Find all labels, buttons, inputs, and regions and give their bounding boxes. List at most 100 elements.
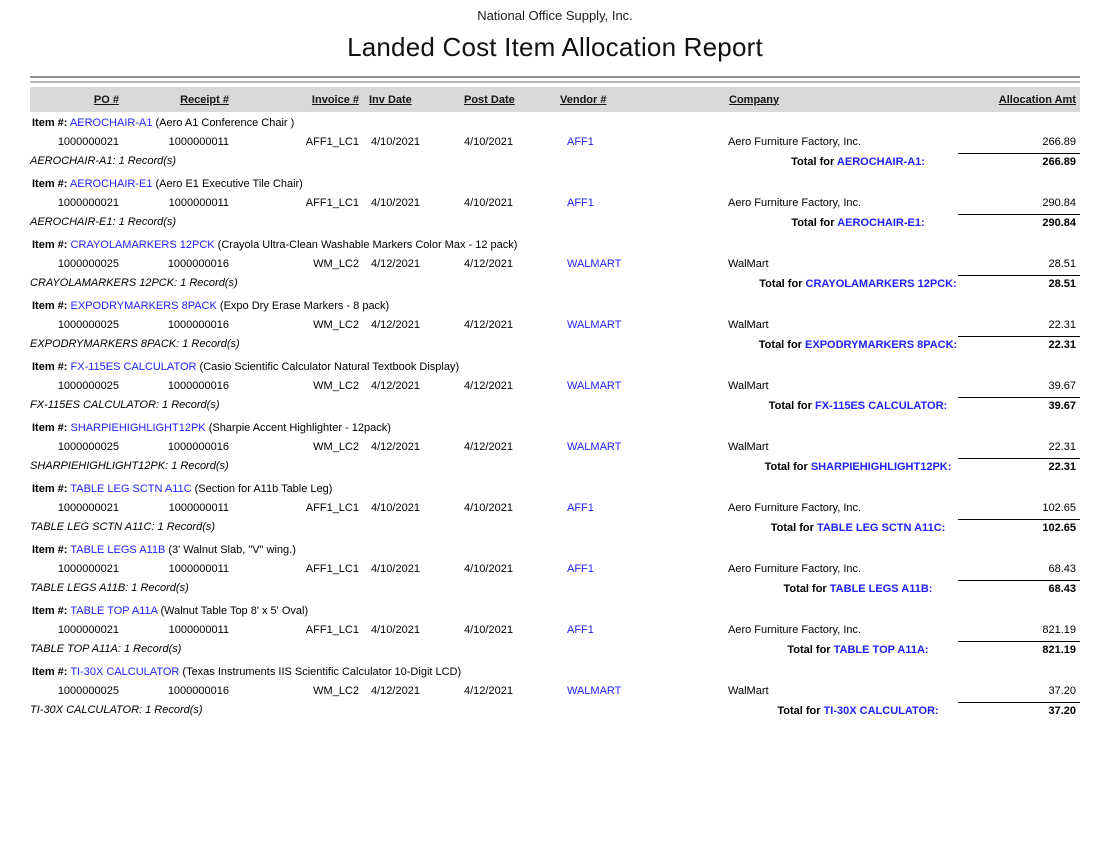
total-item-code-link[interactable]: AEROCHAIR-E1:: [837, 217, 925, 229]
allocation-row: 1000000021 1000000011 AFF1_LC1 4/10/2021…: [30, 558, 1080, 580]
receipt-number: 1000000016: [167, 380, 229, 392]
item-summary-row: CRAYOLAMARKERS 12PCK: 1 Record(s) Total …: [30, 275, 1080, 291]
total-amount: 102.65: [958, 519, 1080, 534]
company-cell: Aero Furniture Factory, Inc.: [728, 136, 862, 148]
item-description: (Casio Scientific Calculator Natural Tex…: [199, 361, 460, 373]
item-summary-row: TI-30X CALCULATOR: 1 Record(s) Total for…: [30, 702, 1080, 718]
table-header-row: PO # Receipt # Invoice # Inv Date Post D…: [30, 87, 1080, 112]
invoice-number: WM_LC2: [313, 380, 359, 392]
post-date: 4/10/2021: [464, 136, 513, 148]
total-item-code-link[interactable]: FX-115ES CALCULATOR:: [815, 400, 948, 412]
item-code-link[interactable]: TI-30X CALCULATOR: [70, 666, 180, 678]
item-code-link[interactable]: CRAYOLAMARKERS 12PCK: [70, 239, 215, 251]
item-group: Item #: AEROCHAIR-E1 (Aero E1 Executive …: [30, 173, 1080, 230]
total-item-code-link[interactable]: TABLE TOP A11A:: [833, 644, 929, 656]
item-code-link[interactable]: AEROCHAIR-E1: [69, 178, 153, 190]
receipt-number: 1000000011: [168, 197, 229, 209]
total-item-code-link[interactable]: AEROCHAIR-A1:: [836, 156, 925, 168]
item-summary-row: SHARPIEHIGHLIGHT12PK: 1 Record(s) Total …: [30, 458, 1080, 474]
item-header-line: Item #: SHARPIEHIGHLIGHT12PK (Sharpie Ac…: [30, 417, 1080, 436]
company-name: National Office Supply, Inc.: [477, 8, 633, 23]
inv-date: 4/12/2021: [371, 685, 420, 697]
vendor-code-link[interactable]: AFF1: [567, 197, 594, 209]
total-amount: 68.43: [958, 580, 1080, 595]
item-code-link[interactable]: TABLE TOP A11A: [70, 605, 158, 617]
item-header-line: Item #: CRAYOLAMARKERS 12PCK (Crayola Ul…: [30, 234, 1080, 253]
post-date: 4/10/2021: [464, 563, 513, 575]
item-number-label: Item #:: [32, 178, 68, 190]
record-count: SHARPIEHIGHLIGHT12PK: 1 Record(s): [30, 460, 229, 472]
item-number-label: Item #:: [32, 605, 68, 617]
item-description: (Expo Dry Erase Markers - 8 pack): [219, 300, 390, 312]
company-cell: WalMart: [728, 258, 769, 270]
item-group: Item #: TI-30X CALCULATOR (Texas Instrum…: [30, 661, 1080, 718]
item-summary-row: FX-115ES CALCULATOR: 1 Record(s) Total f…: [30, 397, 1080, 413]
item-code-link[interactable]: EXPODRYMARKERS 8PACK: [70, 300, 217, 312]
invoice-number: WM_LC2: [313, 258, 359, 270]
total-label: Total for TABLE TOP A11A:: [758, 641, 958, 657]
item-number-label: Item #:: [32, 361, 68, 373]
total-amount: 266.89: [958, 153, 1080, 168]
item-group: Item #: AEROCHAIR-A1 (Aero A1 Conference…: [30, 112, 1080, 169]
allocation-amount: 102.65: [1042, 502, 1076, 514]
inv-date: 4/12/2021: [371, 441, 420, 453]
inv-date: 4/10/2021: [371, 197, 420, 209]
total-item-code-link[interactable]: TI-30X CALCULATOR:: [823, 705, 939, 717]
item-description: (Aero E1 Executive Tile Chair): [155, 178, 303, 190]
company-cell: Aero Furniture Factory, Inc.: [728, 624, 862, 636]
po-number: 1000000021: [57, 624, 119, 636]
item-code-link[interactable]: FX-115ES CALCULATOR: [70, 361, 197, 373]
column-header-company: Company: [729, 93, 780, 106]
inv-date: 4/10/2021: [371, 624, 420, 636]
vendor-code-link[interactable]: AFF1: [567, 136, 594, 148]
item-code-link[interactable]: AEROCHAIR-A1: [69, 117, 153, 129]
allocation-amount: 37.20: [1048, 685, 1076, 697]
total-amount: 22.31: [958, 458, 1080, 473]
total-amount: 821.19: [958, 641, 1080, 656]
post-date: 4/12/2021: [464, 258, 513, 270]
po-number: 1000000025: [57, 685, 119, 697]
receipt-number: 1000000011: [168, 563, 229, 575]
item-header-line: Item #: EXPODRYMARKERS 8PACK (Expo Dry E…: [30, 295, 1080, 314]
total-for-label: Total for: [770, 522, 814, 534]
item-group: Item #: CRAYOLAMARKERS 12PCK (Crayola Ul…: [30, 234, 1080, 291]
vendor-code-link[interactable]: WALMART: [567, 441, 622, 453]
vendor-code-link[interactable]: AFF1: [567, 563, 594, 575]
vendor-code-link[interactable]: WALMART: [567, 685, 622, 697]
item-code-link[interactable]: TABLE LEG SCTN A11C: [70, 483, 192, 495]
total-for-label: Total for: [783, 583, 827, 595]
item-header-line: Item #: TABLE LEGS A11B (3' Walnut Slab,…: [30, 539, 1080, 558]
total-item-code-link[interactable]: TABLE LEGS A11B:: [829, 583, 933, 595]
item-summary-row: AEROCHAIR-E1: 1 Record(s) Total for AERO…: [30, 214, 1080, 230]
allocation-row: 1000000025 1000000016 WM_LC2 4/12/2021 4…: [30, 314, 1080, 336]
column-header-post-date: Post Date: [464, 93, 515, 106]
item-description: (Crayola Ultra-Clean Washable Markers Co…: [217, 239, 518, 251]
total-label: Total for AEROCHAIR-A1:: [758, 153, 958, 169]
receipt-number: 1000000016: [167, 258, 229, 270]
item-number-label: Item #:: [32, 422, 68, 434]
item-number-label: Item #:: [32, 117, 68, 129]
total-item-code-link[interactable]: TABLE LEG SCTN A11C:: [816, 522, 946, 534]
allocation-amount: 39.67: [1048, 380, 1076, 392]
item-code-link[interactable]: SHARPIEHIGHLIGHT12PK: [70, 422, 206, 434]
total-item-code-link[interactable]: SHARPIEHIGHLIGHT12PK:: [810, 461, 952, 473]
allocation-row: 1000000021 1000000011 AFF1_LC1 4/10/2021…: [30, 497, 1080, 519]
vendor-code-link[interactable]: AFF1: [567, 502, 594, 514]
total-for-label: Total for: [791, 156, 835, 168]
total-item-code-link[interactable]: EXPODRYMARKERS 8PACK:: [805, 339, 958, 351]
total-label: Total for TABLE LEGS A11B:: [758, 580, 958, 596]
total-label: Total for TABLE LEG SCTN A11C:: [758, 519, 958, 535]
column-header-invoice: Invoice #: [311, 93, 359, 106]
total-amount: 290.84: [958, 214, 1080, 229]
allocation-row: 1000000025 1000000016 WM_LC2 4/12/2021 4…: [30, 436, 1080, 458]
vendor-code-link[interactable]: WALMART: [567, 258, 622, 270]
vendor-code-link[interactable]: WALMART: [567, 319, 622, 331]
item-summary-row: TABLE LEG SCTN A11C: 1 Record(s) Total f…: [30, 519, 1080, 535]
vendor-code-link[interactable]: WALMART: [567, 380, 622, 392]
report-title: Landed Cost Item Allocation Report: [347, 32, 763, 62]
total-item-code-link[interactable]: CRAYOLAMARKERS 12PCK:: [805, 278, 957, 290]
vendor-code-link[interactable]: AFF1: [567, 624, 594, 636]
item-code-link[interactable]: TABLE LEGS A11B: [70, 544, 166, 556]
column-header-vendor: Vendor #: [560, 93, 607, 106]
